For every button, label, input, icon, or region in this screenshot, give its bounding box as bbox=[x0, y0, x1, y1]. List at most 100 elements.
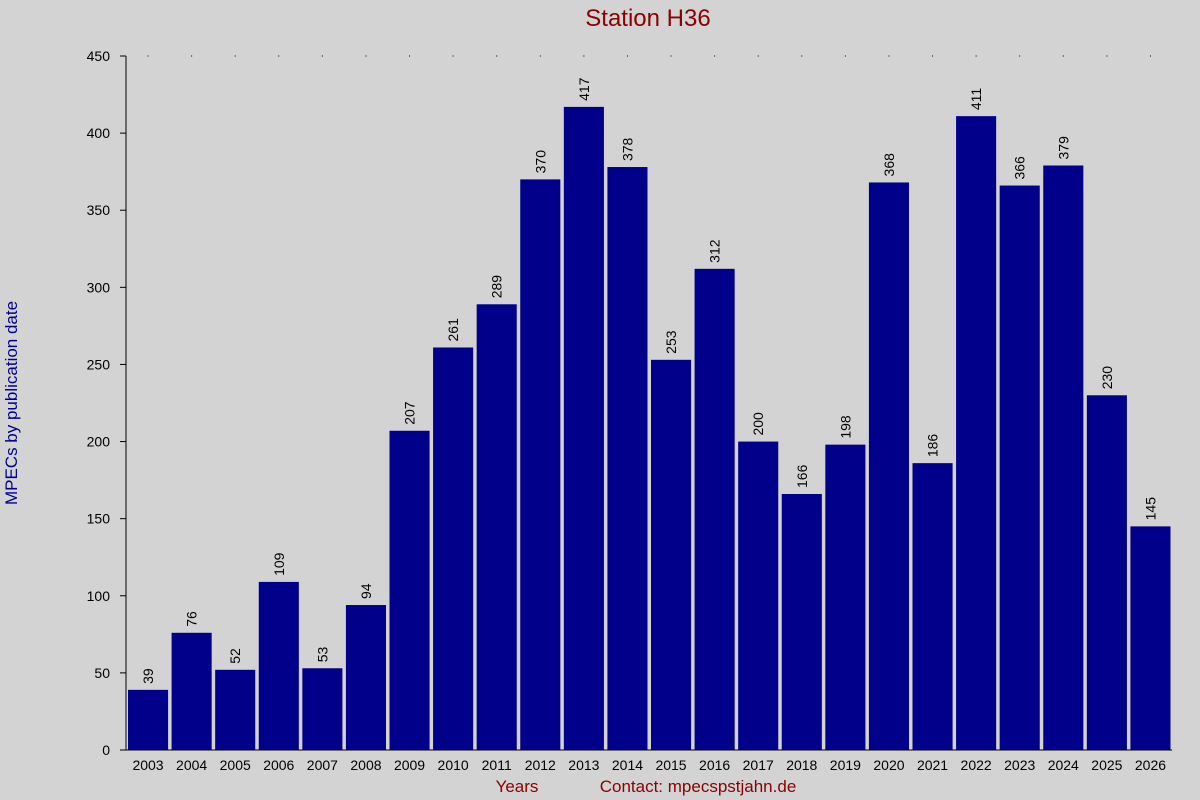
y-tick-label: 350 bbox=[87, 202, 111, 218]
x-tick-label: 2017 bbox=[743, 757, 774, 773]
data-label: 198 bbox=[837, 415, 853, 439]
bar bbox=[520, 179, 561, 750]
bar bbox=[1043, 165, 1084, 750]
y-tick-label: 50 bbox=[94, 665, 110, 681]
y-tick-label: 300 bbox=[87, 279, 111, 295]
data-label: 379 bbox=[1055, 136, 1071, 160]
top-dot bbox=[191, 55, 193, 57]
x-tick-label: 2018 bbox=[786, 757, 817, 773]
data-label: 366 bbox=[1012, 156, 1028, 180]
data-label: 417 bbox=[576, 77, 592, 101]
top-dot bbox=[801, 55, 803, 57]
top-dot bbox=[278, 55, 280, 57]
x-tick-label: 2008 bbox=[350, 757, 381, 773]
top-dot bbox=[757, 55, 759, 57]
top-dot bbox=[365, 55, 367, 57]
y-tick-label: 450 bbox=[87, 48, 111, 64]
top-dot bbox=[626, 55, 628, 57]
top-dot bbox=[714, 55, 716, 57]
data-label: 312 bbox=[707, 239, 723, 263]
top-dot bbox=[844, 55, 846, 57]
x-tick-label: 2023 bbox=[1004, 757, 1035, 773]
y-tick-label: 250 bbox=[87, 356, 111, 372]
bar bbox=[781, 493, 822, 750]
data-label: 378 bbox=[619, 137, 635, 161]
x-tick-label: 2021 bbox=[917, 757, 948, 773]
y-axis-label: MPECs by publication date bbox=[2, 301, 21, 505]
bar bbox=[563, 106, 604, 751]
x-tick-label: 2010 bbox=[438, 757, 469, 773]
x-tick-label: 2004 bbox=[176, 757, 207, 773]
data-label: 53 bbox=[314, 646, 330, 662]
x-tick-label: 2024 bbox=[1048, 757, 1079, 773]
bar bbox=[128, 689, 169, 750]
x-tick-label: 2007 bbox=[307, 757, 338, 773]
x-tick-label: 2025 bbox=[1091, 757, 1122, 773]
top-dot bbox=[539, 55, 541, 57]
bar bbox=[868, 182, 909, 750]
data-label: 76 bbox=[184, 611, 200, 627]
data-label: 186 bbox=[925, 434, 941, 458]
data-label: 289 bbox=[489, 275, 505, 299]
x-tick-label: 2020 bbox=[873, 757, 904, 773]
data-label: 39 bbox=[140, 668, 156, 684]
x-tick-label: 2012 bbox=[525, 757, 556, 773]
bar bbox=[1130, 526, 1171, 750]
bar bbox=[171, 632, 212, 750]
data-label: 261 bbox=[445, 318, 461, 342]
y-tick-label: 100 bbox=[87, 588, 111, 604]
bar bbox=[389, 430, 430, 750]
bar bbox=[302, 668, 343, 750]
top-dot bbox=[1019, 55, 1021, 57]
data-label: 230 bbox=[1099, 366, 1115, 390]
top-dot bbox=[496, 55, 498, 57]
top-dot bbox=[452, 55, 454, 57]
x-tick-label: 2014 bbox=[612, 757, 643, 773]
bar bbox=[433, 347, 474, 750]
top-dot bbox=[234, 55, 236, 57]
bar bbox=[1086, 395, 1127, 750]
data-label: 411 bbox=[968, 88, 984, 111]
data-label: 166 bbox=[794, 464, 810, 488]
y-tick-label: 400 bbox=[87, 125, 111, 141]
x-tick-label: 2011 bbox=[482, 757, 512, 773]
y-tick-label: 0 bbox=[102, 742, 110, 758]
data-label: 368 bbox=[881, 153, 897, 177]
bar bbox=[607, 167, 648, 751]
x-tick-label: 2026 bbox=[1135, 757, 1166, 773]
data-label: 370 bbox=[532, 150, 548, 174]
x-axis-label: Years bbox=[496, 777, 539, 796]
x-tick-label: 2003 bbox=[132, 757, 163, 773]
top-dot bbox=[932, 55, 934, 57]
data-label: 253 bbox=[663, 330, 679, 354]
bar bbox=[999, 185, 1040, 751]
contact-text: Contact: mpecspstjahn.de bbox=[600, 777, 797, 796]
x-tick-label: 2009 bbox=[394, 757, 425, 773]
data-label: 52 bbox=[227, 648, 243, 664]
bar bbox=[694, 268, 735, 750]
bar bbox=[476, 304, 517, 750]
top-dot bbox=[1106, 55, 1108, 57]
top-dot bbox=[1149, 55, 1151, 57]
chart-title: Station H36 bbox=[585, 5, 710, 32]
data-label: 207 bbox=[402, 401, 418, 425]
data-label: 200 bbox=[750, 412, 766, 436]
data-label: 145 bbox=[1142, 497, 1158, 521]
x-tick-label: 2019 bbox=[830, 757, 861, 773]
plot-area: 39 2003 76 2004 52 2005 109 2006 53 2007 94 2008 207… bbox=[87, 48, 1172, 773]
data-label: 94 bbox=[358, 583, 374, 599]
top-dot bbox=[888, 55, 890, 57]
top-dot bbox=[975, 55, 977, 57]
top-dot bbox=[583, 55, 585, 57]
x-tick-label: 2022 bbox=[961, 757, 992, 773]
x-tick-label: 2016 bbox=[699, 757, 730, 773]
bar bbox=[258, 581, 299, 750]
y-tick-label: 200 bbox=[87, 434, 111, 450]
x-tick-label: 2013 bbox=[568, 757, 599, 773]
bar bbox=[651, 359, 692, 750]
data-label: 109 bbox=[271, 552, 287, 576]
y-tick-label: 150 bbox=[87, 511, 111, 527]
bar bbox=[956, 116, 997, 750]
top-dot bbox=[147, 55, 149, 57]
